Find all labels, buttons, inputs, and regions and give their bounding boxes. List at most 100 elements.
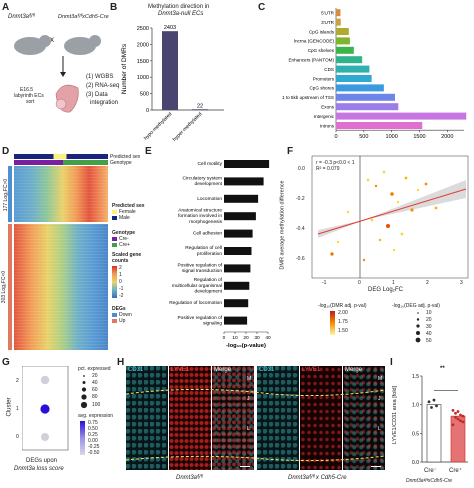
e-category-label: signal transduction [182, 268, 222, 274]
data-point [386, 224, 390, 228]
row-label-predicted-sex: Predicted sex [110, 154, 141, 160]
panel-i-xtick-cre-plus: Cre⁺ [449, 468, 462, 474]
i-bar-0 [426, 404, 442, 463]
heatmap-downregulated-block [14, 224, 108, 350]
data-point [330, 252, 334, 256]
legend-genotype-title: Genotype [112, 230, 136, 236]
legend-scale-tick-2: 2 [119, 265, 122, 271]
b-bar-hypo-methylated [162, 31, 178, 111]
step-rnaseq: (2) RNA-seq [86, 83, 120, 89]
panel-i-xlabel: Dnmt3aᶠˡ/ᶠˡxCdh5-Cre [406, 478, 453, 484]
degs-side-bar-down [8, 224, 12, 350]
panel-b-title-2: Dnmt3a-null ECs [158, 11, 204, 17]
c-category-label: Promoters [313, 76, 335, 81]
marker-j-ko: J [378, 396, 381, 402]
e-xtick-label: 40 [265, 335, 271, 341]
scatter-xlabel: DEG Log₂FC [368, 287, 404, 293]
c-bar-1 to 5kb upstream of TSS [336, 93, 395, 101]
i-data-point [451, 409, 455, 412]
pct-tick-20: 20 [92, 373, 98, 379]
legend-female-swatch [112, 210, 117, 214]
i-ytick-label: 0.0 [412, 460, 419, 466]
e-category-label: signaling [203, 320, 222, 326]
avg-tick-050: 0.50 [88, 426, 98, 432]
c-bar-Exons [336, 103, 399, 111]
e-category-label: development [195, 288, 223, 294]
c-category-label: 3'UTR [321, 20, 335, 25]
tile-merge-control [212, 366, 254, 470]
step-wgbs: (1) WGBS [86, 74, 114, 80]
data-point [392, 248, 396, 252]
e-xtick-label: 10 [232, 335, 238, 341]
e-category-label: Locomotion [197, 196, 222, 202]
avg-tick-m050: -0.50 [88, 450, 100, 456]
marker-l-control: L [247, 426, 250, 432]
b-ylabel: Number of DMRs [121, 43, 128, 94]
legend-size-tick-30: 30 [426, 324, 432, 330]
legend-cre-plus-label: Cre+ [119, 242, 130, 248]
scatter-xtick-m1: -1 [322, 280, 327, 286]
panel-i-chart: 0.0 0.5 1.0 1.5 [412, 374, 468, 466]
data-point [396, 200, 400, 204]
tile-lyve1-control [169, 366, 211, 470]
dotplot-xlabel-2: Dnmt3a loss score [14, 466, 64, 472]
i-data-point [427, 400, 431, 404]
panel-i-xtick-cre-minus: Cre⁻ [424, 468, 437, 474]
step-integration: integration [90, 100, 119, 106]
tile-lyve1-ko [300, 366, 342, 470]
e-category-label: Positive regulation of [177, 315, 222, 321]
arrowhead-icon [60, 72, 66, 77]
legend-cre-plus-swatch [112, 243, 117, 247]
stats-line-1: r = -0.3 p<0.0 < 1 [316, 160, 355, 166]
c-bar-CpG shelves [336, 46, 354, 54]
data-point [400, 232, 404, 236]
tile-cd31-control [126, 366, 168, 470]
data-point [434, 206, 438, 210]
e-xtick-label: 30 [254, 335, 260, 341]
panel-letter-e: E [145, 146, 152, 157]
i-data-point [435, 404, 438, 408]
stage-label: E16.5 [20, 87, 34, 93]
data-point [382, 170, 386, 174]
data-point [374, 184, 378, 188]
tile-label-merge-control: Merge [214, 367, 232, 373]
data-point [404, 176, 408, 180]
legend-color-gradient [330, 311, 335, 335]
i-data-point [456, 417, 460, 421]
tile-label-merge-ko: Merge [345, 367, 363, 373]
plot-frame [311, 155, 469, 279]
legend-degs-title: DEGs [112, 306, 126, 312]
legend-size-dots [415, 312, 421, 343]
b-ytick-label: 0 [146, 108, 149, 114]
mouse-left-label: Dnmt3aᶠˡ/ᶠˡ [8, 14, 35, 20]
c-xtick-label: 500 [359, 134, 368, 140]
pct-tick-60: 60 [92, 387, 98, 393]
mice-illustration [14, 35, 101, 113]
legend-male-swatch [112, 216, 117, 220]
avg-gradient [80, 421, 85, 455]
data-point [370, 218, 374, 222]
legend-color-title: -log₁₀(DMR adj. p-val) [318, 303, 367, 309]
b-ytick-label: 2500 [137, 26, 149, 32]
e-category-label: proliferation [197, 251, 222, 257]
mouse-left-head [39, 35, 51, 47]
legend-up-label: Up [119, 318, 126, 324]
data-point [390, 192, 394, 196]
e-bar [224, 281, 250, 290]
pct-title: pct. expressed [78, 366, 111, 372]
c-category-label: Enhancers (PANTOM) [288, 58, 334, 63]
legend-scale-tick-m1: -1 [119, 286, 124, 292]
legend-size-title: -log₁₀(DEG adj. p-val) [392, 303, 440, 309]
e-category-label: Cell adhesion [193, 231, 222, 237]
dot-cluster-2 [40, 375, 50, 385]
panel-b-title-1: Methylation direction in [148, 4, 210, 10]
c-xtick-label: 1500 [413, 134, 425, 140]
panel-c-chart: 5'UTR 3'UTR CpG islands lncrna (GENCODE) CpG… [282, 8, 467, 140]
scatter-ytick-3: -0.6 [296, 256, 305, 262]
i-data-point [461, 420, 465, 424]
step-data: (3) Data [86, 92, 108, 98]
c-category-label: CpG islands [309, 29, 335, 34]
panel-letter-g: G [2, 357, 10, 368]
dot-cluster-1 [40, 404, 50, 414]
c-category-label: 1 to 5kb upstream of TSS [282, 95, 334, 100]
